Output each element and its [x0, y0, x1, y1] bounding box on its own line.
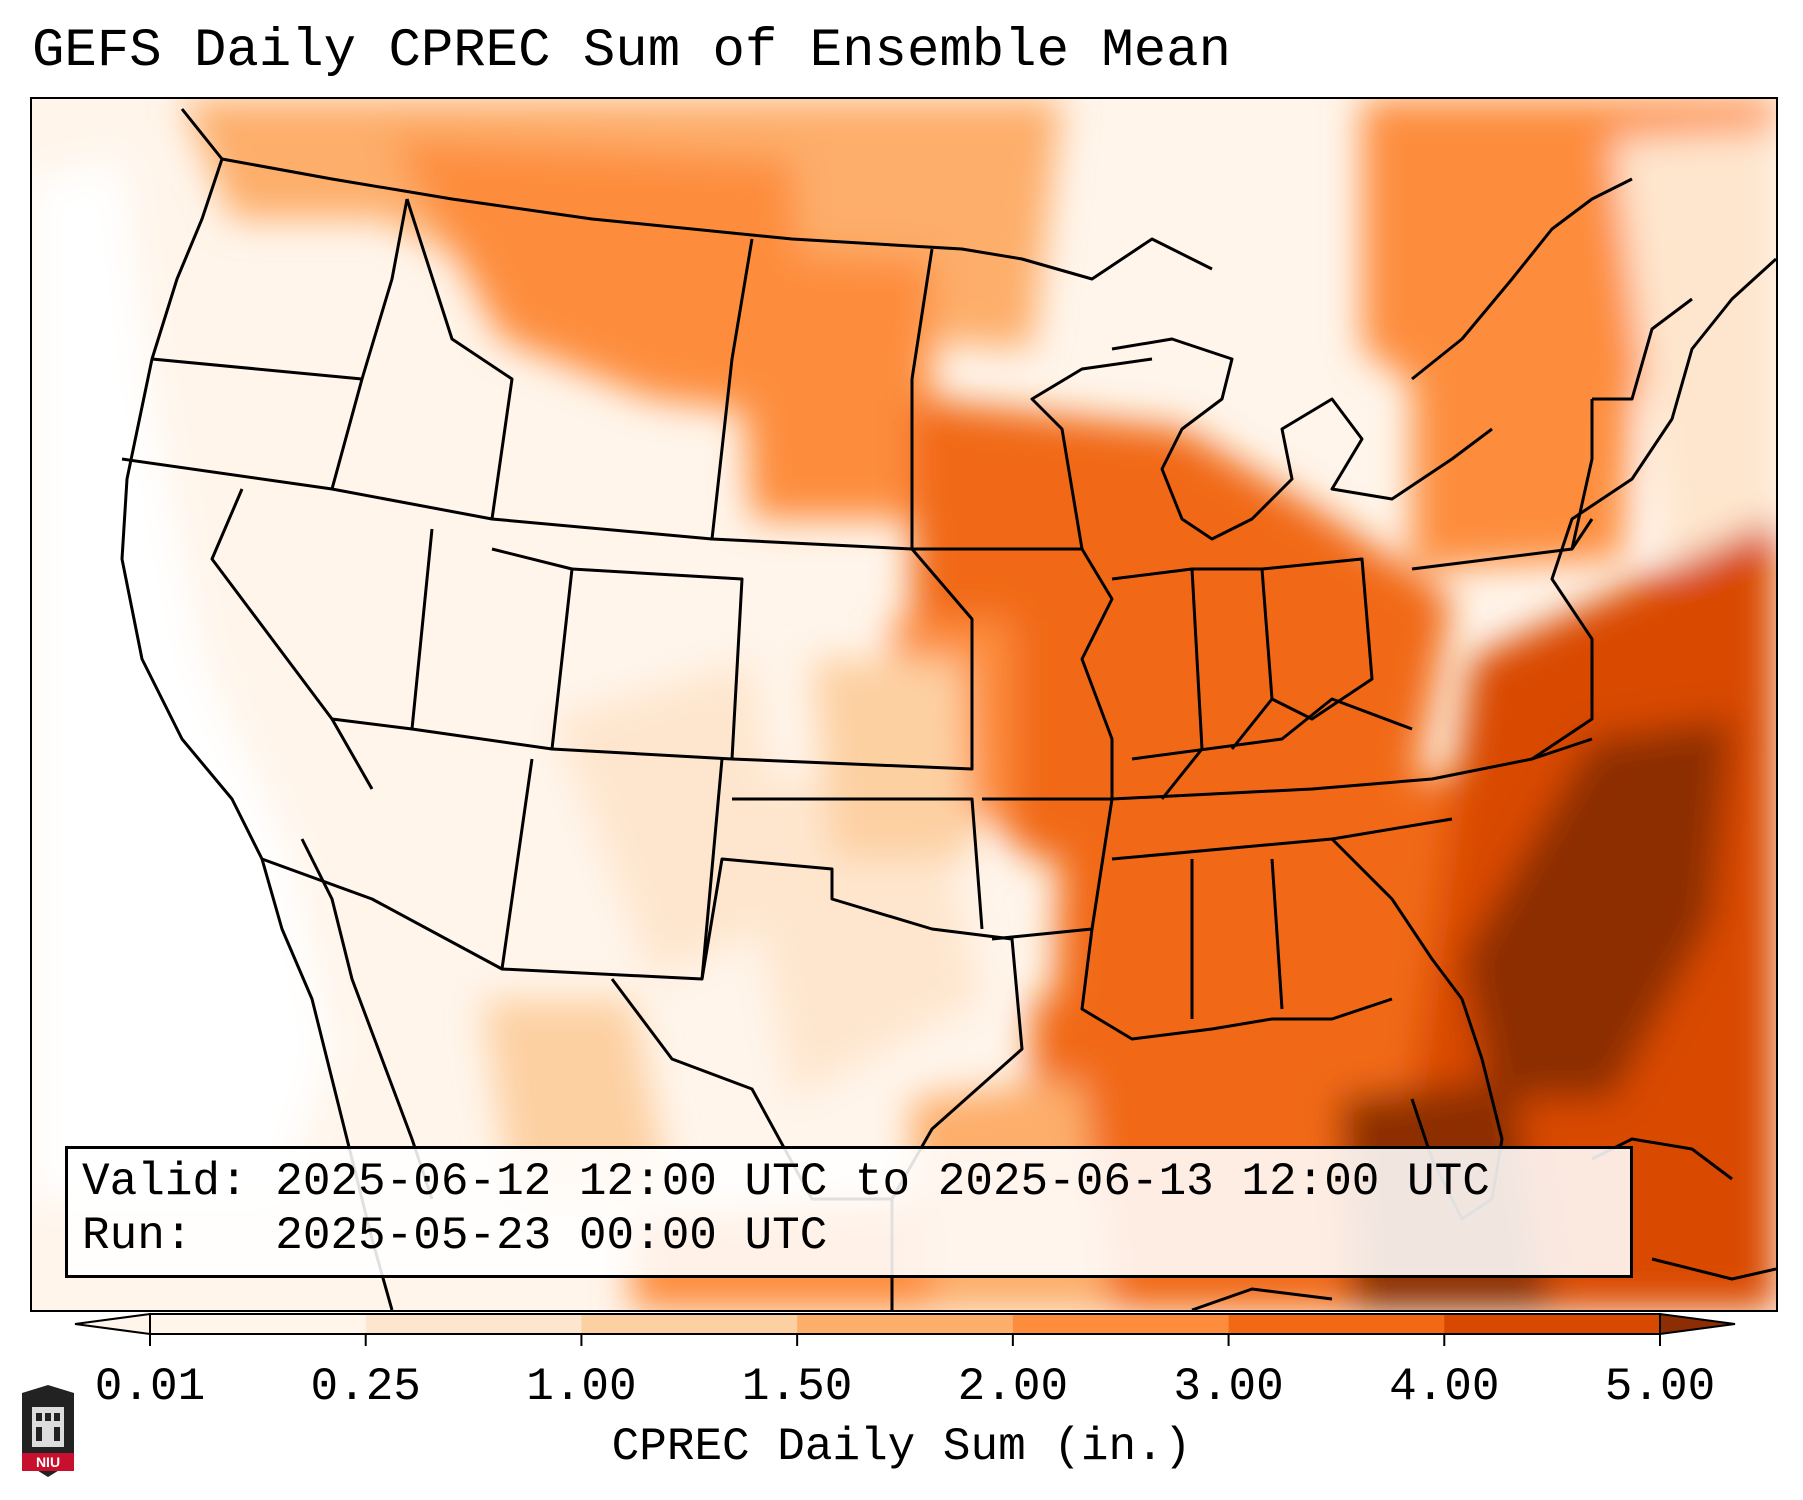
run-time-line: Run: 2025-05-23 00:00 UTC: [82, 1210, 828, 1262]
colorbar-tick-label: 5.00: [1604, 1361, 1716, 1413]
colorbar-segment: [581, 1314, 798, 1334]
colorbar-segment: [797, 1314, 1014, 1334]
colorbar-tick-label: 3.00: [1173, 1361, 1284, 1413]
colorbar-segment: [1228, 1314, 1445, 1334]
precip-map: [30, 97, 1778, 1312]
colorbar-outline: [149, 1313, 1661, 1335]
colorbar-tick-label: 4.00: [1389, 1361, 1500, 1413]
colorbar-segment: [365, 1314, 582, 1334]
colorbar-right-extend: [1659, 1312, 1736, 1336]
colorbar-label: CPREC Daily Sum (in.): [611, 1421, 1192, 1473]
colorbar-tick-label: 1.00: [526, 1361, 637, 1413]
niu-logo: NIU: [22, 1385, 74, 1477]
colorbar-segment: [1444, 1314, 1661, 1334]
niu-logo-text: NIU: [36, 1454, 60, 1470]
map-title: GEFS Daily CPREC Sum of Ensemble Mean: [32, 21, 1231, 82]
colorbar-segment: [1012, 1314, 1230, 1334]
precip-map-canvas: [32, 99, 1776, 1310]
colorbar-ticks: [149, 1334, 1661, 1346]
colorbar-tick-label: 0.01: [94, 1361, 206, 1413]
valid-time-line: Valid: 2025-06-12 12:00 UTC to 2025-06-1…: [82, 1156, 1490, 1208]
colorbar-segments: [150, 1314, 1661, 1334]
colorbar-tick-label: 2.00: [957, 1361, 1069, 1413]
colorbar-left-extend: [74, 1312, 151, 1336]
colorbar-tick-label: 0.25: [310, 1361, 421, 1413]
colorbar-tick-label: 1.50: [741, 1361, 853, 1413]
colorbar-segment: [150, 1314, 367, 1334]
info-box: Valid: 2025-06-12 12:00 UTC to 2025-06-1…: [65, 1146, 1633, 1278]
